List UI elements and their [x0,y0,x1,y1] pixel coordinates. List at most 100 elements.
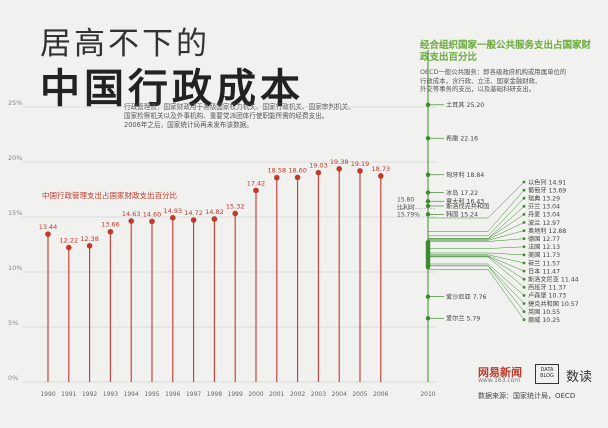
oecd-country-label: 挪威 10.25 [528,316,560,324]
bar-point [274,174,280,181]
average-country-label: 比利时 [397,203,415,211]
oecd-point [522,253,526,257]
oecd-point [425,212,431,217]
oecd-country-label: 斯洛文尼亚 11.44 [528,276,579,284]
oecd-point [425,316,431,321]
oecd-country-label: 英国 10.55 [528,308,560,316]
oecd-description: OECD一般公共服务：即各级政府机构或用属单位的 行政成本，含行政、立法、国家金… [420,68,600,94]
oecd-country-label: 荷兰 11.57 [528,259,560,267]
oecd-leader-line [428,230,525,241]
average-percent-label: 15.79% [397,211,420,218]
average-value-label: 15.80 [397,196,414,203]
oecd-leader-line [428,214,525,239]
oecd-leader-line [428,198,525,237]
data-label: 19.03 [309,162,328,170]
title-line-2: 中国行政成本 [40,66,304,112]
oecd-country-label: 丹麦 13.04 [528,211,560,219]
data-label: 19.19 [351,160,370,168]
oecd-country-label: 奥地利 12.88 [528,227,566,235]
bar-point [315,169,322,176]
oecd-leader-line [428,252,525,256]
x-tick-label: 1991 [61,391,76,398]
x-tick-label: 2001 [269,391,284,398]
oecd-point [522,213,526,216]
oecd-country-label: 爱尔兰 5.79 [446,315,480,323]
oecd-country-label: 冰岛 17.22 [446,189,478,197]
oecd-point [522,188,526,192]
y-tick-label: 15% [8,209,22,217]
oecd-point [522,318,526,322]
oecd-leader-line [428,254,525,264]
oecd-point [522,269,526,273]
oecd-point [425,203,431,209]
bar-point [190,217,197,223]
data-label: 13.44 [39,223,58,231]
x-tick-label: 2010 [420,391,435,398]
oecd-leader-line [428,246,525,249]
oecd-point [522,204,526,208]
description-line: 国家检察机关以及外事机构、重要党派团体行使职能所需的经费支出。 [124,111,329,120]
description-line: 2006年之后，国家统计局再未发布该数据。 [124,120,253,129]
title-line-1: 居高不下的 [40,26,210,62]
bar-point [66,244,72,251]
bar-point [149,218,155,225]
oecd-country-label: 土耳其 25.20 [446,101,484,109]
y-tick-label: 25% [8,99,22,107]
bar-point [107,228,114,235]
oecd-point [522,294,526,297]
shudu-logo: 数读 [566,370,593,385]
bar-point [357,168,363,174]
bar-point [378,173,384,179]
x-tick-label: 1999 [228,391,243,398]
oecd-leader-line [428,269,525,320]
x-tick-label: 2006 [373,391,388,398]
oecd-point [522,221,526,224]
data-label: 17.42 [247,179,266,187]
oecd-point [425,190,431,195]
oecd-point [522,310,526,313]
oecd-point [522,196,526,200]
bar-point [232,210,238,217]
china-series-title: 中国行政管理支出占国家财政支出百分比 [42,190,177,200]
oecd-point [522,180,526,184]
oecd-leader-line [428,255,525,272]
bar-point [211,216,218,222]
oecd-point [522,261,526,265]
data-label: 12.22 [59,237,78,245]
x-tick-label: 1998 [207,391,222,398]
source: 数据来源：国家统计局，OECD [478,392,576,400]
bar-point [253,187,259,194]
oecd-country-label: 斯洛伐克共和国 [446,202,489,210]
y-tick-label: 10% [8,264,22,272]
oecd-leader-line [428,255,525,280]
oecd-point [522,277,526,281]
oecd-description-line: OECD一般公共服务：即各级政府机构或用属单位的 [420,68,567,76]
oecd-country-label: 匈牙利 18.84 [446,171,484,179]
oecd-point [522,302,526,305]
x-tick-label: 2005 [352,391,367,398]
bar-point [128,218,134,224]
oecd-leader-line [428,181,525,219]
oecd-country-label: 法国 12.13 [528,243,560,251]
oecd-country-label: 意大利 16.43 [446,198,484,206]
data-label: 13.66 [101,221,120,229]
netease-url: www.163.com [478,377,521,384]
oecd-point [425,172,431,177]
bar-point [294,174,301,181]
data-label: 14.72 [184,209,203,217]
x-tick-label: 2002 [290,391,305,398]
oecd-leader-line [428,189,525,232]
data-label: 19.38 [330,158,349,166]
oecd-country-label: 卢森堡 10.73 [528,292,566,300]
oecd-country-label: 葡萄牙 13.69 [528,186,566,194]
oecd-leader-line [428,238,525,242]
oecd-leader-line [428,222,525,240]
bar-point [336,166,343,172]
y-tick-label: 5% [8,319,18,327]
oecd-country-label: 爱沙尼亚 7.76 [446,293,487,301]
oecd-country-label: 希腊 22.16 [446,135,478,143]
netease-logo: 网易新闻 [478,366,522,379]
oecd-leader-line [428,256,525,288]
